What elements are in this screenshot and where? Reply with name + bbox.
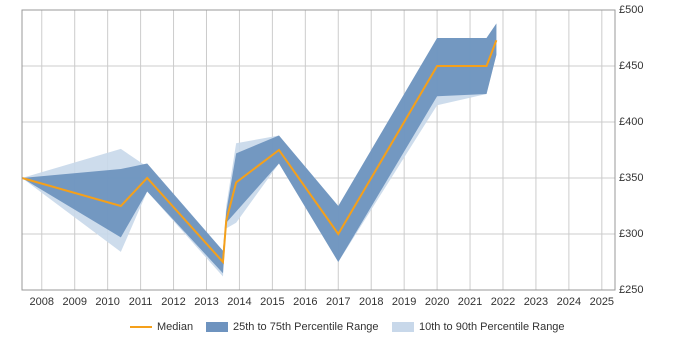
x-tick-label: 2012 [161,296,185,308]
x-tick-label: 2019 [392,296,416,308]
x-tick-label: 2010 [95,296,119,308]
legend-label: 10th to 90th Percentile Range [419,321,565,333]
x-tick-label: 2014 [227,296,251,308]
median-line [21,39,498,265]
x-tick-label: 2018 [359,296,383,308]
range-band [22,23,497,274]
x-tick-label: 2024 [557,296,581,308]
x-tick-label: 2013 [194,296,218,308]
y-tick-label: £500 [619,4,643,16]
y-tick-label: £350 [619,172,643,184]
legend-swatch [206,322,228,332]
legend-swatch [392,322,414,332]
plot-border [21,9,616,291]
x-tick-label: 2009 [62,296,86,308]
y-tick-label: £300 [619,228,643,240]
y-tick-label: £450 [619,60,643,72]
x-tick-label: 2015 [260,296,284,308]
x-tick-label: 2023 [524,296,548,308]
x-tick-label: 2016 [293,296,317,308]
x-tick-label: 2017 [326,296,350,308]
x-tick-label: 2022 [491,296,515,308]
plot-area [22,10,615,290]
legend-label: Median [157,321,193,333]
x-tick-label: 2025 [590,296,614,308]
y-tick-label: £250 [619,284,643,296]
x-tick-label: 2021 [458,296,482,308]
x-tick-label: 2020 [425,296,449,308]
x-tick-label: 2008 [30,296,54,308]
y-tick-label: £400 [619,116,643,128]
x-tick-label: 2011 [129,296,153,308]
legend-label: 25th to 75th Percentile Range [233,321,379,333]
